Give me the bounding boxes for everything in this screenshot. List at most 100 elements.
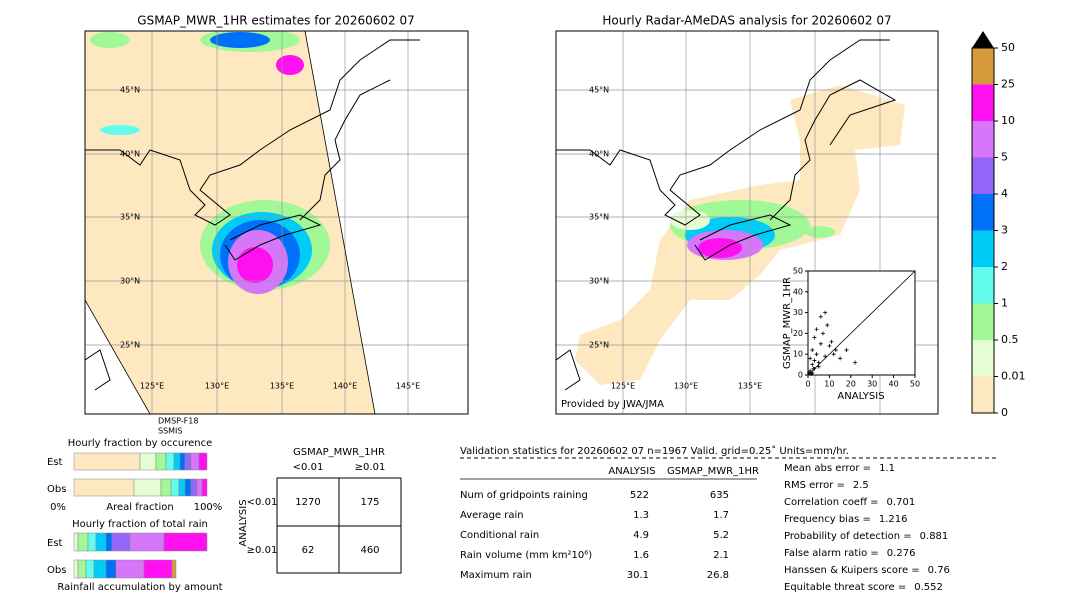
x-tick-label: 0 xyxy=(805,380,810,389)
stat-value: 4.9 xyxy=(633,530,649,541)
row-label: ≥0.01 xyxy=(247,545,278,556)
point xyxy=(818,314,823,319)
one-to-one xyxy=(807,270,916,376)
credit: Provided by JWA/JMA xyxy=(561,399,664,410)
svg-text:135°E: 135°E xyxy=(270,382,294,391)
point xyxy=(831,352,836,357)
point xyxy=(833,348,838,353)
point xyxy=(820,331,825,336)
stat-value: 635 xyxy=(710,490,729,501)
point xyxy=(810,370,815,375)
cell: 175 xyxy=(360,497,379,508)
color-step xyxy=(972,376,994,413)
map-title: GSMAP_MWR_1HR estimates for 20260602 07 xyxy=(137,14,414,28)
svg-text:135°E: 135°E xyxy=(738,382,762,391)
point xyxy=(829,339,834,344)
stat-value: 5.2 xyxy=(713,530,729,541)
column-label: ≥0.01 xyxy=(355,462,386,473)
color-step xyxy=(972,303,994,340)
svg-text:35°N: 35°N xyxy=(589,213,609,222)
stat-name: Rain volume (mm km²10⁶) xyxy=(460,550,592,561)
svg-text:40°N: 40°N xyxy=(589,150,609,159)
point xyxy=(808,356,813,361)
score-name: Hanssen & Kuipers score = xyxy=(784,565,920,576)
color-step xyxy=(972,267,994,304)
point xyxy=(814,327,819,332)
score-value: 0.276 xyxy=(887,548,916,559)
y-tick-label: 0 xyxy=(798,371,803,380)
table-grid xyxy=(276,477,402,574)
map-frame xyxy=(555,30,939,415)
score-name: Probability of detection = xyxy=(784,531,912,542)
svg-text:40°N: 40°N xyxy=(120,150,140,159)
color-step xyxy=(972,340,994,377)
point xyxy=(838,356,843,361)
color-step xyxy=(972,84,994,121)
panel-title: Hourly fraction by occurence xyxy=(68,438,212,449)
score-name: Frequency bias = xyxy=(784,514,871,525)
point xyxy=(844,348,849,353)
lat-labels: 45°N 40°N 35°N 30°N 25°N 125°E 130°E 135°E 140°… xyxy=(120,86,420,391)
tick-label: 2 xyxy=(1001,260,1008,273)
svg-text:140°E: 140°E xyxy=(333,382,357,391)
tick-label: 25 xyxy=(1001,78,1015,91)
point xyxy=(827,343,832,348)
tick-label: 0 xyxy=(1001,406,1008,419)
svg-text:45°N: 45°N xyxy=(589,86,609,95)
tick-label: 0.01 xyxy=(1001,370,1026,383)
point xyxy=(810,348,815,353)
y-tick-label: 40 xyxy=(793,287,803,296)
panel-title: Hourly fraction of total rain xyxy=(72,519,208,530)
point xyxy=(853,360,858,365)
color-step xyxy=(972,157,994,194)
y-tick-label: 30 xyxy=(793,308,803,317)
stat-value: 26.8 xyxy=(707,570,729,581)
stats-table: Num of gridpoints raining 522 635 Average r… xyxy=(460,463,950,593)
rain-bars xyxy=(73,532,208,579)
cell: 62 xyxy=(302,545,315,556)
point xyxy=(812,335,817,340)
point xyxy=(823,310,828,315)
svg-text:125°E: 125°E xyxy=(611,382,635,391)
color-step xyxy=(972,121,994,158)
lat-labels: 45°N 40°N 35°N 30°N 25°N 125°E 130°E 135°E xyxy=(589,86,762,391)
table-title: GSMAP_MWR_1HR xyxy=(293,447,385,458)
stat-name: Maximum rain xyxy=(460,570,532,581)
point xyxy=(825,323,830,328)
y-tick-label: 50 xyxy=(793,267,803,276)
color-step xyxy=(972,48,994,85)
stat-value: 522 xyxy=(630,490,649,501)
score-name: RMS error = xyxy=(784,480,845,491)
column-label: ANALYSIS xyxy=(608,466,655,477)
point xyxy=(823,354,828,359)
point xyxy=(810,362,815,367)
colorbar: 0 0.01 0.5 1 2 3 4 5 10 25 50 xyxy=(971,31,1026,419)
tick-label: 10 xyxy=(1001,114,1015,127)
row-title: ANALYSIS xyxy=(238,499,249,546)
x-axis-label: ANALYSIS xyxy=(837,391,884,402)
row-label: Est xyxy=(47,538,63,549)
x-tick-label: 50 xyxy=(910,380,920,389)
score-name: Equitable threat score = xyxy=(784,582,906,593)
satellite: DMSP-F18 xyxy=(158,417,198,426)
score-name: Correlation coeff = xyxy=(784,497,879,508)
score-value: 2.5 xyxy=(853,480,869,491)
occurrence-bars xyxy=(73,452,208,497)
stat-value: 30.1 xyxy=(627,570,649,581)
sensor: SSMIS xyxy=(158,427,183,436)
svg-text:25°N: 25°N xyxy=(589,341,609,350)
stat-name: Conditional rain xyxy=(460,530,539,541)
color-step xyxy=(972,194,994,231)
score-name: Mean abs error = xyxy=(784,463,871,474)
svg-text:130°E: 130°E xyxy=(674,382,698,391)
y-tick-label: 20 xyxy=(793,329,803,338)
svg-text:130°E: 130°E xyxy=(205,382,229,391)
score-value: 1.216 xyxy=(879,514,908,525)
x-tick-label: 20 xyxy=(846,380,856,389)
map-title: Hourly Radar-AMeDAS analysis for 2026060… xyxy=(602,14,891,28)
point xyxy=(816,360,821,365)
axis-label: Areal fraction xyxy=(106,502,173,513)
score-value: 0.76 xyxy=(928,565,950,576)
point xyxy=(811,366,816,371)
column-label: GSMAP_MWR_1HR xyxy=(667,466,759,477)
